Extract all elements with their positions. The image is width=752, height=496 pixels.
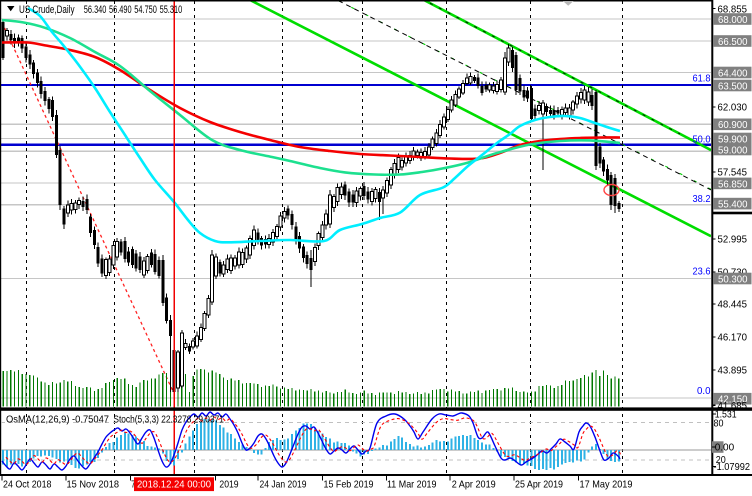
svg-text:24 Jan 2019: 24 Jan 2019 bbox=[260, 478, 307, 490]
svg-text:61.8: 61.8 bbox=[693, 72, 711, 84]
svg-text:66.500: 66.500 bbox=[718, 36, 748, 48]
svg-text:68.000: 68.000 bbox=[718, 14, 748, 26]
svg-text:42.150: 42.150 bbox=[718, 394, 748, 406]
svg-text:20: 20 bbox=[716, 454, 726, 466]
svg-text:59.900: 59.900 bbox=[718, 133, 748, 145]
svg-text:80: 80 bbox=[714, 417, 724, 429]
svg-text:US Crude,Daily: US Crude,Daily bbox=[19, 4, 75, 16]
svg-text:11 Mar 2019: 11 Mar 2019 bbox=[387, 478, 437, 490]
svg-text:48.445: 48.445 bbox=[718, 299, 748, 311]
svg-text:55.400: 55.400 bbox=[718, 199, 748, 211]
svg-text:2 Apr 2019: 2 Apr 2019 bbox=[452, 478, 496, 490]
svg-text:43.895: 43.895 bbox=[718, 365, 748, 377]
svg-text:56.490: 56.490 bbox=[109, 4, 132, 16]
svg-text:59.000: 59.000 bbox=[718, 144, 748, 156]
svg-text:68.855: 68.855 bbox=[718, 3, 748, 15]
svg-text:55.310: 55.310 bbox=[160, 4, 183, 16]
svg-text:50.0: 50.0 bbox=[693, 134, 711, 146]
svg-text:56.850: 56.850 bbox=[718, 178, 748, 190]
svg-text:64.400: 64.400 bbox=[718, 67, 748, 79]
svg-text:60.900: 60.900 bbox=[718, 119, 748, 131]
svg-text:46.170: 46.170 bbox=[718, 332, 748, 344]
svg-text:15 Nov 2018: 15 Nov 2018 bbox=[67, 478, 120, 490]
svg-text:15 Feb 2019: 15 Feb 2019 bbox=[324, 478, 374, 490]
svg-text:Stoch(5,3,3) 22.3278 29.0371: Stoch(5,3,3) 22.3278 29.0371 bbox=[113, 413, 224, 425]
svg-text:38.2: 38.2 bbox=[693, 193, 711, 205]
svg-text:63.500: 63.500 bbox=[718, 80, 748, 92]
svg-text:2019: 2019 bbox=[219, 478, 238, 490]
svg-text:50.300: 50.300 bbox=[718, 273, 748, 285]
svg-text:52.995: 52.995 bbox=[718, 234, 748, 246]
svg-text:25 Apr 2019: 25 Apr 2019 bbox=[515, 478, 563, 490]
svg-text:24 Oct 2018: 24 Oct 2018 bbox=[3, 478, 52, 490]
svg-text:-1.07992: -1.07992 bbox=[714, 461, 751, 473]
svg-text:54.750: 54.750 bbox=[134, 4, 157, 16]
svg-text:0.00: 0.00 bbox=[715, 442, 735, 454]
svg-text:7: 7 bbox=[131, 478, 136, 490]
svg-text:56.340: 56.340 bbox=[84, 4, 107, 16]
svg-text:41.685: 41.685 bbox=[718, 400, 748, 412]
svg-text:1.531: 1.531 bbox=[715, 409, 737, 421]
svg-text:57.545: 57.545 bbox=[718, 167, 748, 179]
svg-text:17 May 2019: 17 May 2019 bbox=[580, 478, 633, 490]
svg-text:2018.12.24 00:00: 2018.12.24 00:00 bbox=[137, 479, 211, 491]
svg-text:23.6: 23.6 bbox=[693, 266, 711, 278]
svg-text:62.030: 62.030 bbox=[718, 102, 748, 114]
svg-text:0.0: 0.0 bbox=[697, 385, 711, 397]
svg-text:OsMA(12,26,9) -0.75047: OsMA(12,26,9) -0.75047 bbox=[6, 413, 109, 425]
